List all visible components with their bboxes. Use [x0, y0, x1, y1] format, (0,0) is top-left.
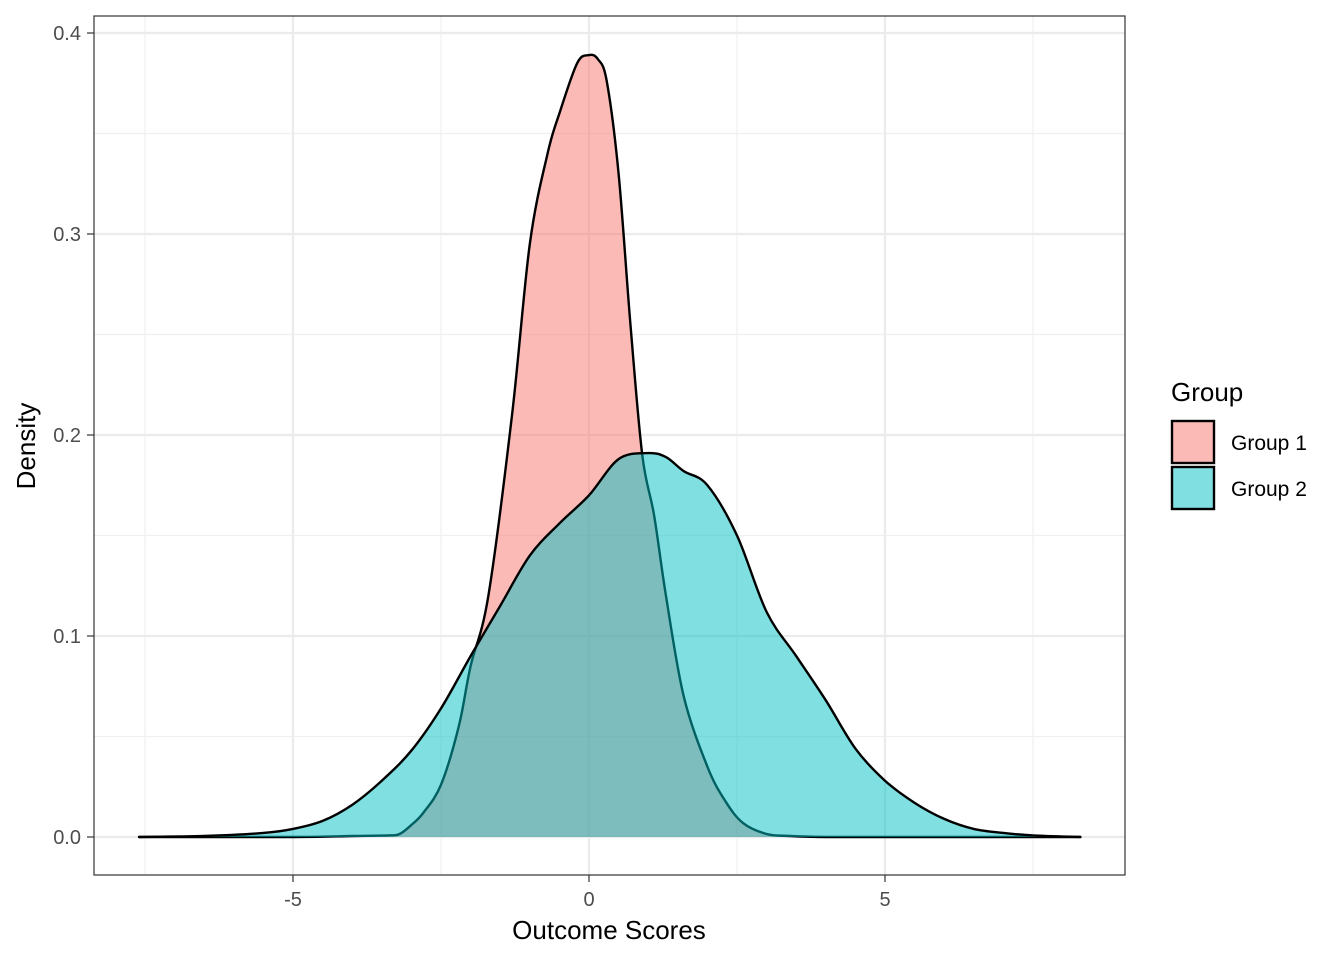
legend-key-swatch	[1170, 465, 1216, 511]
legend-items: Group 1 Group 2	[1170, 419, 1307, 511]
legend-title: Group	[1171, 377, 1243, 407]
legend-item-group-1: Group 1	[1170, 419, 1307, 465]
plot-panel-border	[93, 15, 1126, 876]
y-tick-label: 0.4	[53, 23, 81, 45]
legend-key-swatch	[1170, 419, 1216, 465]
legend-item-group-2: Group 2	[1170, 465, 1307, 511]
legend: Group Group 1 Group 2	[1170, 377, 1307, 511]
x-tick-label: -5	[284, 889, 302, 911]
group-2-density-line	[137, 451, 1082, 839]
x-tick-label: 0	[583, 889, 594, 911]
legend-label: Group 2	[1231, 478, 1307, 501]
x-tick-label: 5	[879, 889, 890, 911]
y-tick-label: 0.3	[53, 224, 81, 246]
x-axis-title: Outcome Scores	[512, 915, 706, 945]
y-tick-label: 0.2	[53, 425, 81, 447]
legend-label: Group 1	[1231, 432, 1307, 455]
y-tick-label: 0.1	[53, 626, 81, 648]
density-series	[137, 53, 1082, 839]
group-1-density-area	[139, 54, 1081, 838]
group-2-density-area	[139, 453, 1081, 837]
axes: -5 0 5 0.0 0.1 0.2 0.3 0.4	[53, 23, 890, 911]
y-axis-title: Density	[11, 403, 41, 490]
y-tick-label: 0.0	[53, 827, 81, 849]
